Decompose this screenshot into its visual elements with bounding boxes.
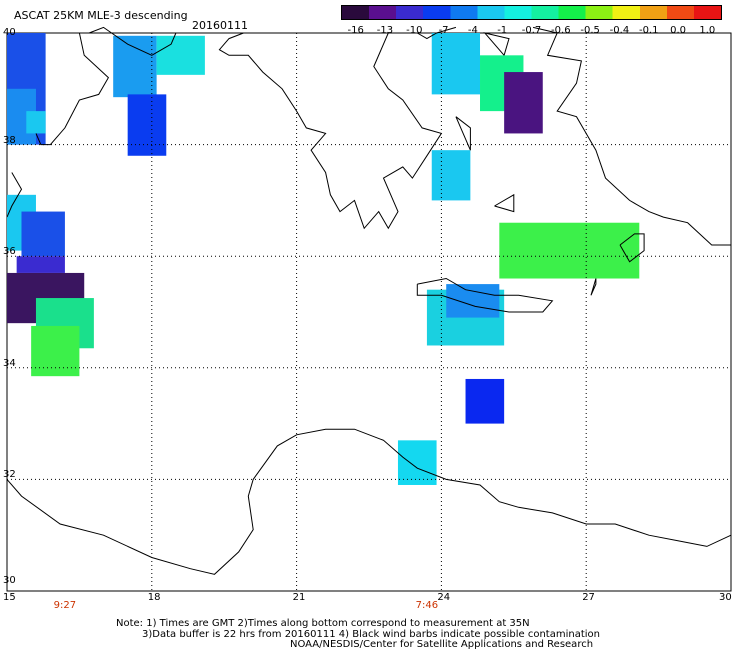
coastline	[494, 193, 515, 213]
coastline	[417, 26, 457, 40]
lon-tick-label: 21	[292, 592, 306, 603]
wind-cell	[31, 325, 80, 377]
coastline	[619, 233, 645, 263]
colorbar-label: 0.0	[670, 25, 686, 36]
coastline	[455, 116, 471, 151]
wind-cell	[113, 35, 157, 98]
colorbar-label: -10	[406, 25, 423, 36]
lon-tick-label: 15	[3, 592, 16, 603]
wind-cell	[504, 72, 543, 134]
colorbar-label: -0.6	[551, 25, 571, 36]
colorbar-label: -4	[467, 25, 478, 36]
map-title: ASCAT 25KM MLE-3 descending	[14, 9, 188, 22]
lat-tick-label: 40	[3, 27, 16, 38]
coastline	[88, 26, 177, 56]
lat-tick-label: 38	[3, 134, 16, 146]
colorbar-label: -16	[347, 25, 364, 36]
coastline	[532, 26, 731, 246]
time-label: 9:27	[53, 600, 77, 611]
wind-cell	[21, 211, 65, 257]
colorbar-label: 1.0	[699, 25, 716, 36]
wind-cell	[26, 111, 46, 134]
coastline	[483, 32, 510, 56]
colorbar-label: -0.7	[521, 25, 542, 36]
colorbar-label: -1	[497, 25, 508, 36]
graticule	[7, 33, 731, 591]
lat-tick-label: 30	[3, 575, 16, 586]
colorbar-label: -13	[376, 25, 394, 36]
lat-tick-label: 34	[3, 357, 16, 369]
map-date: 20160111	[192, 19, 248, 32]
colorbar-label: -0.1	[638, 25, 659, 36]
colorbar-label: -0.4	[609, 25, 630, 36]
lon-tick-label: 18	[147, 592, 161, 603]
wind-cell	[465, 378, 505, 424]
note-line-2: 3)Data buffer is 22 hrs from 20160111 4)…	[142, 629, 600, 640]
wind-cell	[397, 440, 437, 485]
note-line-1: Note: 1) Times are GMT 2)Times along bot…	[116, 618, 530, 629]
lon-tick-label: 30	[719, 592, 732, 603]
coastline	[416, 277, 554, 313]
lon-tick-label: 24	[437, 592, 451, 603]
lon-tick-label: 27	[582, 592, 595, 603]
wind-cell	[127, 94, 167, 156]
coastline	[218, 32, 443, 230]
note-line-3: NOAA/NESDIS/Center for Satellite Applica…	[290, 639, 594, 650]
coastline	[6, 428, 732, 575]
wind-cell	[431, 33, 481, 95]
wind-cell	[156, 35, 205, 75]
lat-tick-label: 32	[3, 469, 16, 481]
coastline	[6, 172, 23, 218]
coastlines	[6, 26, 732, 575]
wind-cells	[7, 33, 640, 485]
coastline	[35, 32, 110, 146]
map-frame	[6, 32, 732, 592]
coastline	[590, 278, 597, 296]
wind-cell	[431, 150, 471, 201]
wind-cell	[16, 256, 65, 273]
colorbar-label: -0.5	[580, 25, 600, 36]
time-label: 7:46	[415, 600, 439, 611]
wind-cell	[499, 222, 640, 279]
colorbar	[341, 5, 722, 20]
lat-tick-label: 36	[3, 246, 16, 258]
wind-cell	[446, 284, 500, 318]
